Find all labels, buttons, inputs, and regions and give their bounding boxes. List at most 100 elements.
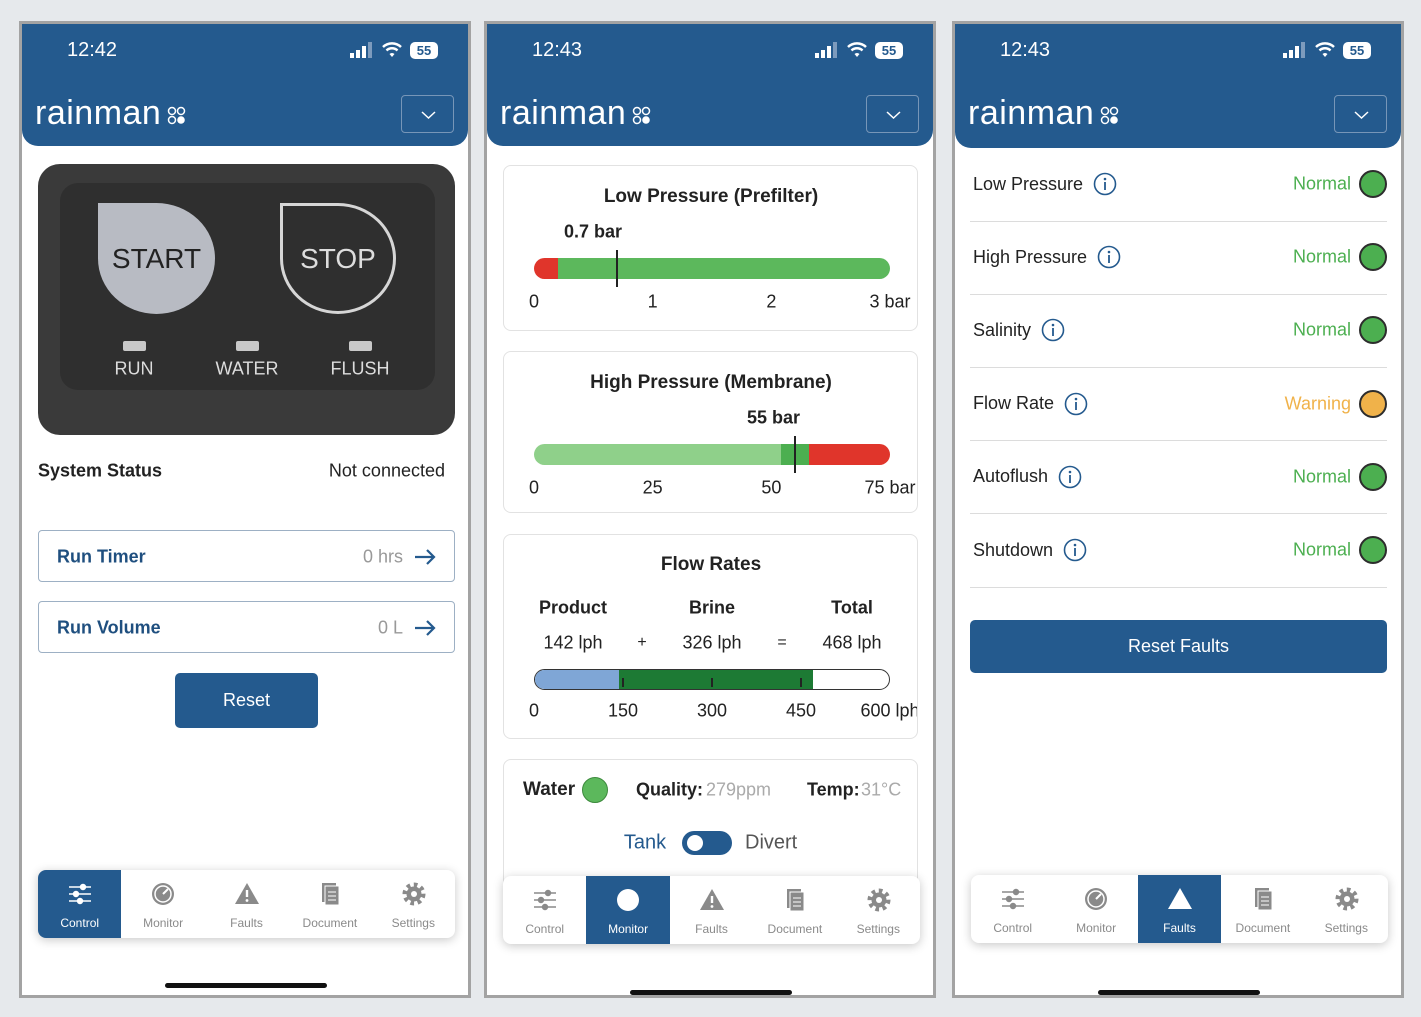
dropdown[interactable] <box>866 95 919 133</box>
counter-box[interactable]: Run Volume 0 L <box>38 601 455 653</box>
icon-shape <box>619 891 638 909</box>
nav-tab[interactable]: Document <box>753 876 836 944</box>
nav-tab[interactable]: Settings <box>1305 875 1388 943</box>
nav-tab[interactable]: Document <box>1221 875 1304 943</box>
card: Flow Rates Product 142 lph Brine 326 lph Tota… <box>503 534 918 739</box>
nav-tab[interactable]: Control <box>38 870 122 938</box>
flow-value: 326 lph <box>682 632 742 653</box>
gauge-track <box>534 444 890 465</box>
nav-label: Control <box>993 921 1033 935</box>
icon-shape <box>177 116 186 124</box>
signal-icon <box>349 42 373 58</box>
nav-icon <box>532 887 558 913</box>
divider <box>970 293 1387 295</box>
fault-label: Flow Rate <box>973 392 1088 416</box>
icon-shape <box>537 896 545 904</box>
stop-button[interactable]: STOP <box>280 203 396 314</box>
icon-shape <box>382 42 402 57</box>
icon-shape <box>1295 46 1299 58</box>
nav-tab[interactable]: Document <box>288 870 371 938</box>
icon-shape <box>389 53 395 57</box>
quality-value: 279ppm <box>706 779 772 800</box>
icon-shape <box>1335 887 1359 911</box>
dropdown[interactable] <box>1334 95 1387 133</box>
icon-shape <box>1101 115 1110 125</box>
status-time: 12:42 <box>67 39 118 61</box>
gauge-title: Low Pressure (Prefilter) <box>603 186 819 207</box>
icon-shape <box>79 883 87 891</box>
icon-shape <box>1097 245 1121 269</box>
nav-label: Control <box>60 916 100 930</box>
icon-shape <box>867 888 891 912</box>
icon-shape <box>382 42 402 48</box>
gauge-tick-label: 0 <box>528 291 540 312</box>
fault-status: Normal <box>1292 466 1351 487</box>
nav-icon <box>615 887 641 913</box>
nav-label: Faults <box>230 916 263 930</box>
divider <box>970 586 1387 588</box>
icon-shape <box>827 46 831 58</box>
indicator-light <box>123 341 146 351</box>
icon-shape <box>1073 543 1077 547</box>
nav-icon <box>234 881 260 907</box>
nav-tab[interactable]: Control <box>971 875 1054 943</box>
nav-label: Settings <box>391 916 435 930</box>
flow-operator: + <box>637 634 647 651</box>
icon-shape <box>1064 392 1088 415</box>
icon-shape <box>886 111 901 120</box>
nav-icon <box>866 887 892 913</box>
nav-tab[interactable]: Control <box>503 876 586 944</box>
nav-label: Monitor <box>143 916 184 930</box>
nav-icon <box>1250 886 1276 912</box>
icon-shape <box>1315 42 1335 57</box>
icon-shape <box>875 897 882 903</box>
battery: 55 <box>875 42 903 59</box>
counter-label: Run Volume <box>57 617 161 638</box>
reset-button[interactable]: Reset <box>175 673 318 728</box>
start-button[interactable]: START <box>98 203 215 314</box>
status-time: 12:43 <box>1000 39 1051 61</box>
nav-tab[interactable]: Settings <box>372 870 455 938</box>
status-dot <box>1359 170 1387 198</box>
nav-tab[interactable]: Faults <box>205 870 288 938</box>
icon-shape <box>541 903 549 911</box>
gauge-marker <box>794 436 797 473</box>
icon-shape <box>356 50 360 58</box>
counter-box[interactable]: Run Timer 0 hrs <box>38 530 455 582</box>
wifi-icon <box>382 41 402 59</box>
home-indicator <box>165 983 327 988</box>
icon-shape <box>847 42 867 48</box>
battery: 55 <box>410 42 438 59</box>
icon-shape <box>1103 177 1107 181</box>
status-dot <box>1359 389 1387 418</box>
dropdown[interactable] <box>401 95 454 133</box>
arrow-icon <box>414 620 436 636</box>
nav-tab[interactable]: Monitor <box>586 876 670 944</box>
icon-shape <box>1068 470 1072 474</box>
icon-shape <box>1301 42 1305 58</box>
app-header: 12:43 55 rainman <box>955 24 1401 148</box>
nav-icon <box>1000 886 1026 912</box>
signal-icon <box>814 42 838 58</box>
icon-shape <box>627 894 635 901</box>
icon-shape <box>534 889 556 911</box>
nav-tab[interactable]: Faults <box>1137 875 1222 943</box>
nav-tab[interactable]: Settings <box>837 876 920 944</box>
icon-shape <box>1097 245 1121 269</box>
icon-shape <box>710 905 714 908</box>
icon-shape <box>1110 116 1119 124</box>
icon-shape <box>415 549 436 565</box>
icon-shape <box>821 50 825 58</box>
icon-shape <box>1315 42 1335 48</box>
bottom-nav: Control Monitor Faults Document Settings <box>503 876 920 944</box>
icon-shape <box>421 111 436 120</box>
nav-tab[interactable]: Faults <box>670 876 753 944</box>
gauge-zone <box>534 444 781 465</box>
nav-tab[interactable]: Monitor <box>1054 875 1137 943</box>
toggle-switch[interactable] <box>682 831 732 855</box>
icon-shape <box>1167 888 1192 909</box>
icon-shape <box>1107 250 1111 254</box>
icon-shape <box>168 106 177 116</box>
nav-tab[interactable]: Monitor <box>121 870 204 938</box>
reset-faults-button[interactable]: Reset Faults <box>970 620 1387 673</box>
